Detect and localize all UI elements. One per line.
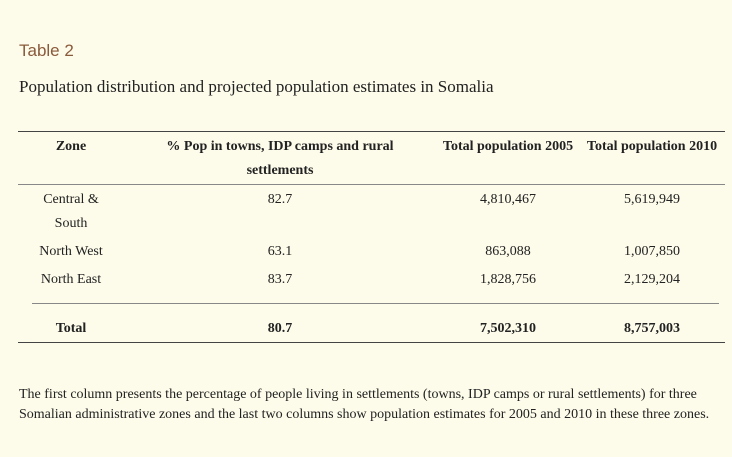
pop-2005-cell: 1,828,756 [480,272,536,287]
header-zone: Zone [55,139,87,154]
zone-cell: North West [39,244,103,259]
pop-2010-cell: 2,129,204 [624,272,680,287]
pct-cell: 63.1 [267,244,293,259]
table-bottom-rule [18,342,725,343]
table-header-rule [18,184,725,185]
header-pct-settlements: % Pop in towns, IDP camps and rural sett… [166,139,394,178]
total-zone-cell: Total [55,321,87,336]
pct-cell: 82.7 [267,192,293,207]
table-total-rule [32,303,719,304]
pop-2005-cell: 4,810,467 [480,192,536,207]
zone-cell: North East [40,272,102,287]
header-pop-2005: Total population 2005 [442,139,574,154]
pct-cell: 83.7 [267,272,293,287]
table-label: Table 2 [19,41,74,60]
header-pop-2010: Total population 2010 [586,139,718,154]
total-pop-2010-cell: 8,757,003 [624,321,680,336]
total-pct-cell: 80.7 [267,321,293,336]
pop-2005-cell: 863,088 [485,244,531,259]
table-title: Population distribution and projected po… [19,77,494,96]
total-pop-2005-cell: 7,502,310 [480,321,536,336]
table-top-rule [18,131,725,132]
table-caption: The first column presents the percentage… [19,387,710,422]
zone-cell: Central & South [43,192,99,231]
pop-2010-cell: 5,619,949 [624,192,680,207]
pop-2010-cell: 1,007,850 [624,244,680,259]
